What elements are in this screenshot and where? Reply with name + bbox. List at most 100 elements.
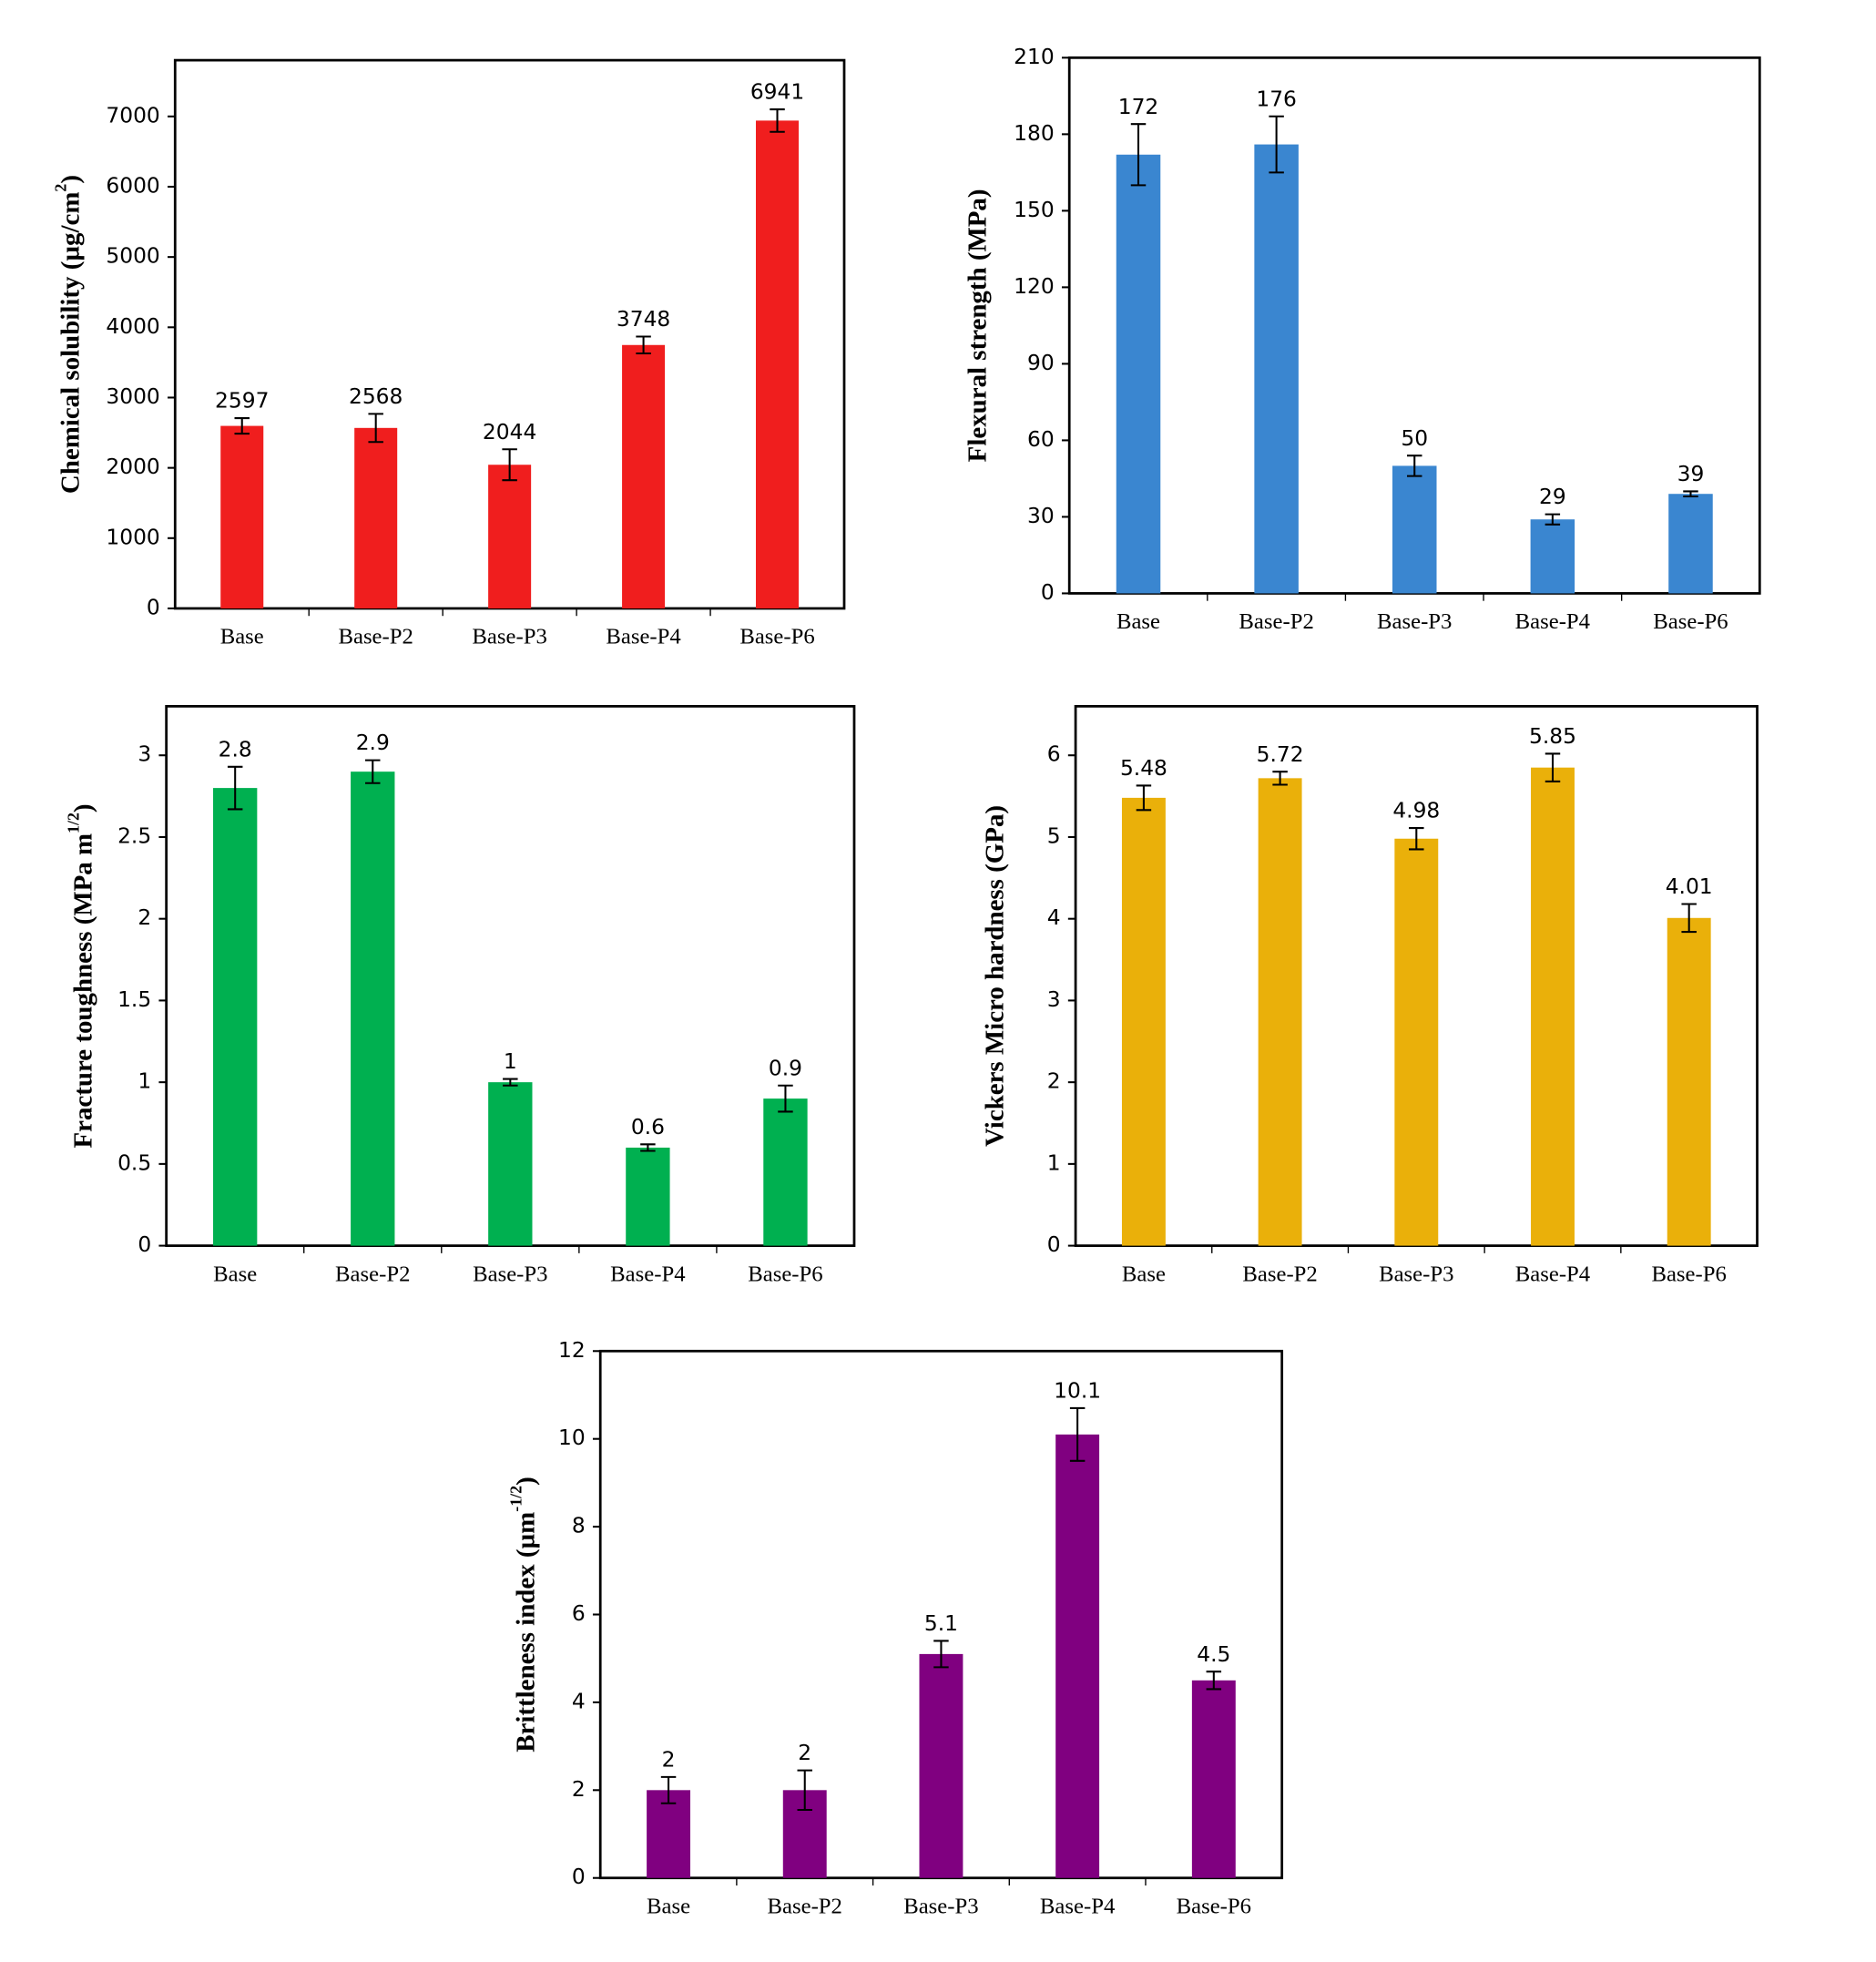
bar [1254, 144, 1299, 594]
x-tick-label: Base [213, 1262, 257, 1286]
x-tick-label: Base-P2 [338, 625, 413, 649]
y-tick-label: 1.5 [117, 986, 151, 1012]
y-axis-title-text: Vickers Micro hardness (GPa) [980, 805, 1009, 1147]
bar [763, 1099, 808, 1246]
value-label: 4.01 [1666, 874, 1713, 899]
value-label: 4.98 [1392, 798, 1440, 823]
bar [1667, 917, 1711, 1246]
bar [1530, 519, 1575, 594]
bar [351, 772, 395, 1246]
y-tick-label: 6 [572, 1600, 586, 1626]
y-tick-label: 12 [558, 1337, 586, 1363]
y-tick-label: 0 [147, 594, 160, 619]
error-bar [234, 417, 250, 435]
y-tick-label: 0 [138, 1231, 151, 1257]
error-bar [1683, 490, 1698, 498]
y-tick-label: 4000 [106, 313, 159, 339]
x-tick-label: Base-P6 [1651, 1262, 1726, 1286]
y-axis-title-end: ) [56, 175, 85, 184]
bar [756, 120, 800, 608]
bar [647, 1790, 690, 1878]
value-label: 2044 [483, 419, 536, 445]
x-tick-label: Base-P4 [610, 1262, 685, 1286]
x-tick-label: Base-P6 [1177, 1894, 1251, 1918]
y-tick-label: 2000 [106, 454, 159, 479]
x-tick-label: Base-P3 [1379, 1262, 1453, 1286]
x-tick-label: Base-P3 [473, 1262, 547, 1286]
bar [1191, 1680, 1236, 1878]
value-label: 2.9 [356, 730, 390, 755]
error-bar [1206, 1671, 1222, 1691]
value-label: 39 [1677, 461, 1705, 486]
y-axis-title-end: ) [511, 1477, 540, 1486]
error-bar [640, 1143, 656, 1152]
bar [626, 1147, 670, 1246]
x-tick-label: Base-P2 [335, 1262, 410, 1286]
y-axis-title: Brittleness index (µm-1/2) [507, 1477, 540, 1752]
value-label: 3748 [617, 306, 670, 332]
error-bar [1130, 123, 1147, 187]
value-label: 5.72 [1257, 741, 1304, 767]
value-label: 0.9 [769, 1055, 802, 1080]
y-axis-title: Vickers Micro hardness (GPa) [980, 805, 1009, 1147]
y-axis-title-text: Fracture toughness (MPa m [68, 833, 97, 1149]
error-bar [1545, 513, 1561, 526]
error-bar [770, 108, 785, 133]
error-bar [365, 759, 381, 784]
value-label: 1 [504, 1048, 517, 1074]
y-axis-title: Fracture toughness (MPa m1/2) [65, 803, 97, 1148]
x-tick-label: Base-P2 [1239, 609, 1313, 634]
y-tick-label: 10 [558, 1425, 586, 1450]
plot-frame [1067, 56, 1761, 595]
y-tick-label: 0.5 [117, 1150, 151, 1175]
error-bar [778, 1084, 793, 1113]
y-axis-title-sup: 2 [52, 184, 70, 192]
x-tick-label: Base-P6 [748, 1262, 822, 1286]
y-tick-label: 3 [1047, 986, 1061, 1012]
x-tick-label: Base-P3 [1377, 609, 1452, 634]
value-label: 5.1 [924, 1610, 958, 1636]
y-tick-label: 1 [1047, 1150, 1061, 1175]
error-bar [1272, 771, 1288, 786]
y-tick-label: 0 [1047, 1231, 1061, 1257]
value-label: 2568 [349, 383, 403, 409]
value-label: 0.6 [631, 1114, 665, 1139]
y-axis-title: Chemical solubility (µg/cm2) [52, 175, 85, 494]
y-tick-label: 8 [572, 1513, 586, 1538]
y-tick-label: 2 [138, 904, 151, 930]
y-tick-label: 5000 [106, 243, 159, 269]
bar [1121, 797, 1166, 1246]
error-bar [368, 413, 383, 444]
x-tick-label: Base [1122, 1262, 1166, 1286]
y-tick-label: 4 [1047, 904, 1061, 930]
y-tick-label: 0 [1041, 579, 1055, 605]
x-tick-label: Base [647, 1894, 690, 1918]
y-tick-label: 6 [1047, 741, 1061, 767]
x-tick-label: Base-P6 [739, 625, 814, 649]
bar [354, 427, 398, 608]
x-tick-label: Base-P2 [1242, 1262, 1317, 1286]
y-tick-label: 3 [138, 741, 151, 767]
error-bar [636, 335, 651, 355]
x-tick-label: Base-P6 [1653, 609, 1728, 634]
x-tick-label: Base-P3 [903, 1894, 978, 1918]
bar [622, 344, 666, 608]
y-tick-label: 180 [1014, 120, 1055, 146]
value-label: 2597 [215, 388, 269, 414]
x-tick-label: Base-P4 [606, 625, 680, 649]
error-bar [933, 1640, 949, 1669]
bar [488, 465, 532, 608]
bar [1668, 494, 1713, 594]
x-tick-label: Base-P3 [472, 625, 546, 649]
value-label: 2 [662, 1746, 676, 1772]
y-tick-label: 2 [572, 1776, 586, 1802]
error-bar [502, 448, 517, 482]
bar [1116, 154, 1161, 594]
y-tick-label: 30 [1027, 503, 1055, 528]
y-axis-title-text: Chemical solubility (µg/cm [56, 192, 85, 495]
bar [1394, 838, 1439, 1246]
bar [213, 788, 258, 1246]
y-tick-label: 7000 [106, 102, 159, 128]
y-tick-label: 1000 [106, 524, 159, 549]
value-label: 172 [1118, 94, 1159, 119]
